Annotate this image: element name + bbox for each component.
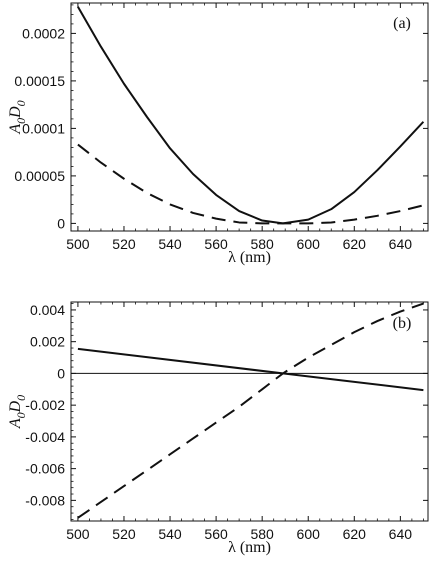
x-tick-label: 640 <box>389 526 413 542</box>
x-tick-label: 580 <box>250 236 274 252</box>
x-tick-label: 600 <box>297 526 321 542</box>
x-tick-label: 640 <box>389 236 413 252</box>
x-tick-label: 540 <box>158 236 182 252</box>
y-axis-label-part: 0 <box>14 100 28 106</box>
y-tick-label: 0.00005 <box>14 168 65 184</box>
series-line-solid <box>77 6 425 225</box>
y-axis-label-part: D <box>7 400 24 413</box>
x-tick-label: 620 <box>343 236 367 252</box>
y-tick-label: 0.004 <box>30 302 65 318</box>
x-tick-label: 520 <box>112 526 136 542</box>
series-line-dashed <box>77 143 424 225</box>
y-axis-label-part: D <box>7 106 24 119</box>
x-tick-label: 560 <box>204 236 228 252</box>
y-axis-label-part: 0 <box>14 118 28 124</box>
y-tick-label: 0 <box>57 215 65 231</box>
y-axis-label-part: A <box>7 418 24 429</box>
x-tick-label: 600 <box>297 236 321 252</box>
panel-a: 500 520 540 560 580 600 620 640 0 0.00005 0.0001 0.… <box>7 2 429 266</box>
y-tick-label: -0.004 <box>25 429 65 445</box>
plot-frame <box>70 301 429 522</box>
y-tick-label: 0.00015 <box>14 73 65 89</box>
y-axis-label-part: A <box>7 124 24 135</box>
panel-label: (b) <box>393 315 412 332</box>
y-axis-label-part: 0 <box>14 412 28 418</box>
y-axis-label: A0D0 <box>7 395 28 429</box>
y-tick-label: -0.002 <box>25 397 65 413</box>
panel-b: 500 520 540 560 580 600 620 640 -0.008 -0.006 -0.0… <box>7 301 429 556</box>
x-tick-label: 560 <box>204 526 228 542</box>
x-axis-label: λ (nm) <box>228 539 271 556</box>
y-tick-label: -0.008 <box>25 492 65 508</box>
series-line-solid <box>77 347 424 392</box>
series-line-dashed <box>77 302 424 519</box>
x-tick-label: 620 <box>343 526 367 542</box>
y-tick-label: 0.002 <box>30 334 65 350</box>
x-tick-label: 520 <box>112 236 136 252</box>
y-tick-label: 0.0001 <box>22 120 65 136</box>
panel-label: (a) <box>393 15 411 32</box>
y-tick-label: 0 <box>57 365 65 381</box>
y-tick-label: 0.0002 <box>22 25 65 41</box>
x-tick-label: 540 <box>158 526 182 542</box>
y-axis-label: A0D0 <box>7 100 28 134</box>
y-tick-label: -0.006 <box>25 461 65 477</box>
x-tick-label: 500 <box>66 526 90 542</box>
x-axis-label: λ (nm) <box>228 249 271 266</box>
x-tick-label: 500 <box>66 236 90 252</box>
y-axis-label-part: 0 <box>14 395 28 401</box>
plot-frame <box>70 2 429 232</box>
x-tick-label: 580 <box>250 526 274 542</box>
